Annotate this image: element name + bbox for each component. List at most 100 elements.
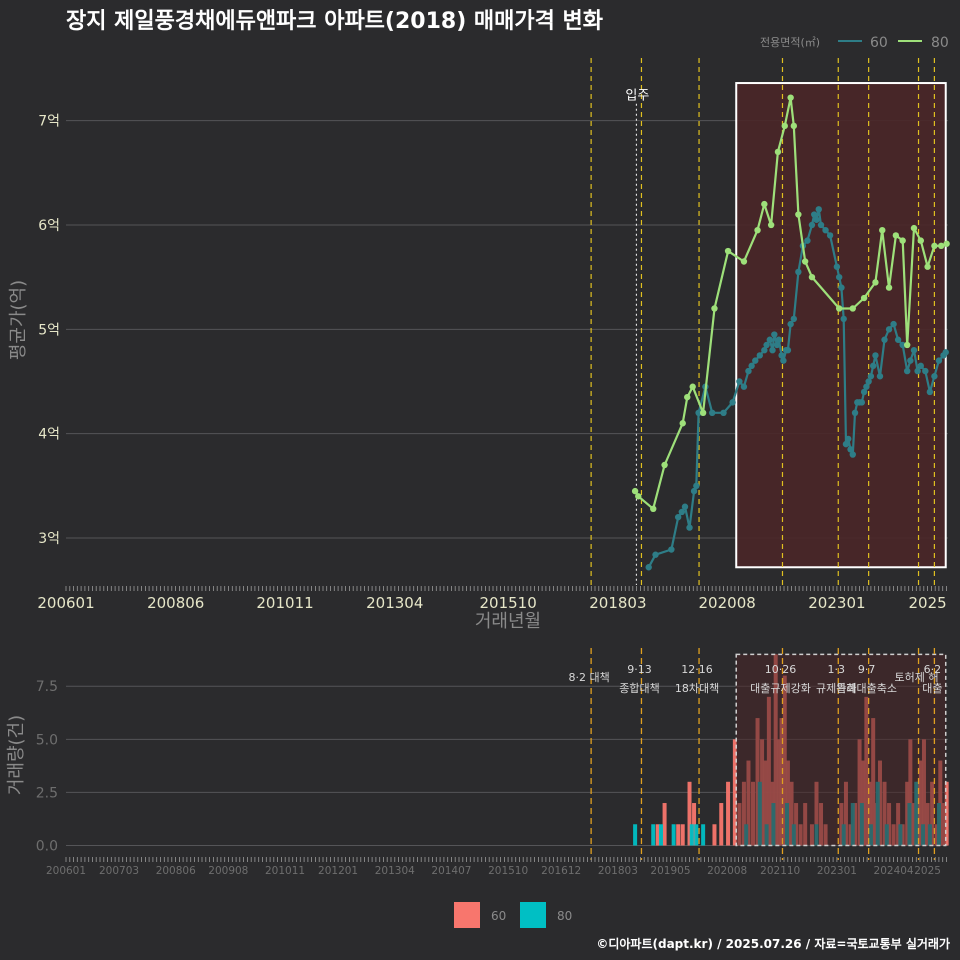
data-point-80 — [937, 242, 945, 250]
chart-title: 장지 제일풍경채에듀앤파크 아파트(2018) 매매가격 변화 — [66, 9, 603, 34]
data-point-80 — [808, 273, 816, 281]
data-point-60 — [790, 315, 798, 323]
top-x-tick-label: 200601 — [37, 594, 94, 612]
data-point-60 — [690, 487, 698, 495]
data-point-60 — [858, 399, 866, 406]
event-label: 특례대출축소 — [836, 682, 897, 695]
data-point-60 — [838, 284, 845, 291]
bottom-x-tick-label: 200908 — [208, 865, 248, 877]
bottom-x-tick-label: 200601 — [46, 865, 86, 877]
data-point-60 — [849, 451, 856, 458]
bottom-x-tick-label: 201407 — [431, 865, 471, 877]
data-point-60 — [931, 373, 938, 380]
bottom-y-tick-label: 2.5 — [36, 785, 58, 801]
bottom-event-lines: 8·2 대책 9·13 종합대책 12·16 18차대책 10·26 대출규제강화 1·3 규제… — [569, 648, 943, 860]
data-point-80 — [767, 221, 775, 229]
legend-bar-swatch-60 — [454, 902, 480, 928]
data-point-60 — [899, 341, 906, 349]
data-point-60 — [766, 336, 773, 343]
data-point-80 — [903, 341, 911, 349]
data-point-80 — [885, 284, 893, 291]
event-label: 10·26 — [765, 663, 797, 676]
legend-title: 전용면적(㎡) — [760, 36, 820, 49]
data-point-60 — [833, 263, 841, 270]
data-point-60 — [780, 357, 787, 364]
top-x-tick-label: 2025 — [909, 594, 947, 612]
data-point-80 — [740, 258, 748, 265]
data-point-60 — [695, 409, 702, 417]
bottom-x-tick-label: 201803 — [598, 865, 638, 877]
bottom-x-tick-label: 201304 — [375, 865, 415, 877]
data-point-80 — [943, 240, 950, 247]
top-series-group — [631, 94, 950, 571]
data-point-60 — [681, 503, 689, 510]
event-label: 대출 — [922, 682, 942, 695]
data-point-80 — [699, 409, 707, 417]
data-point-60 — [926, 388, 934, 396]
data-point-60 — [817, 221, 825, 229]
data-point-60 — [815, 206, 822, 213]
footer-credit: ©디아파트(dapt.kr) / 2025.07.26 / 자료=국토교통부 실… — [596, 936, 950, 951]
top-event-lines — [590, 58, 935, 585]
data-point-80 — [689, 383, 696, 390]
data-point-80 — [835, 305, 843, 312]
data-point-60 — [708, 409, 716, 417]
data-point-60 — [847, 446, 854, 453]
data-point-80 — [879, 226, 886, 234]
top-x-minor-ticks — [65, 586, 947, 591]
top-x-tick-label: 202301 — [808, 594, 865, 612]
data-point-80 — [661, 461, 668, 469]
data-point-60 — [736, 378, 743, 385]
legend-label-60: 60 — [870, 35, 888, 51]
data-point-60 — [890, 320, 897, 328]
event-label: 종합대책 — [619, 682, 659, 695]
data-point-80 — [635, 493, 642, 500]
bottom-x-tick-label: 201612 — [541, 865, 581, 877]
bottom-y-tick-label: 5.0 — [36, 732, 58, 748]
data-point-60 — [914, 367, 921, 375]
data-point-60 — [826, 232, 834, 239]
volume-bar-80 — [633, 824, 638, 846]
data-point-60 — [763, 341, 770, 349]
data-point-80 — [754, 226, 761, 234]
data-point-60 — [678, 508, 686, 516]
data-point-80 — [849, 305, 856, 312]
data-point-60 — [813, 216, 820, 223]
data-point-60 — [907, 357, 914, 364]
data-point-80 — [650, 505, 657, 513]
data-point-80 — [781, 122, 788, 130]
volume-bar-80 — [701, 824, 706, 846]
data-point-60 — [686, 524, 693, 531]
bottom-x-tick-label: 201201 — [318, 865, 358, 877]
top-y-tick-label: 6억 — [38, 218, 60, 234]
top-x-tick-label: 201011 — [256, 594, 313, 612]
volume-bar-60 — [662, 803, 667, 846]
volume-bar-80 — [658, 824, 663, 846]
data-point-60 — [845, 435, 852, 443]
data-point-80 — [917, 237, 924, 244]
data-point-60 — [795, 268, 802, 276]
data-point-80 — [774, 148, 782, 156]
data-point-60 — [756, 352, 764, 359]
data-point-60 — [748, 362, 755, 370]
data-point-60 — [840, 315, 847, 323]
event-label: 8·2 대책 — [569, 671, 610, 684]
data-point-80 — [801, 258, 809, 265]
data-point-60 — [645, 564, 652, 571]
data-point-60 — [745, 367, 752, 375]
data-point-80 — [892, 232, 900, 239]
bottom-axes: 200601 200703 200806 200908 201011 201201 2013… — [46, 857, 947, 877]
top-y-tick-label: 3억 — [38, 531, 60, 547]
legend-label-80: 80 — [931, 35, 949, 51]
volume-bar-80 — [694, 824, 699, 846]
bottom-highlight-box — [735, 653, 947, 847]
volume-bar-60 — [719, 803, 724, 846]
data-point-60 — [808, 221, 816, 229]
data-point-60 — [775, 336, 783, 343]
event-label: 12·16 — [681, 663, 713, 676]
top-y-axis-label: 평균가(억) — [8, 280, 29, 360]
legend-bar-label-80: 80 — [557, 909, 572, 923]
legend-bar-label-60: 60 — [491, 909, 506, 923]
volume-bar-60 — [687, 781, 692, 846]
bottom-x-tick-label: 202404 — [874, 865, 914, 877]
